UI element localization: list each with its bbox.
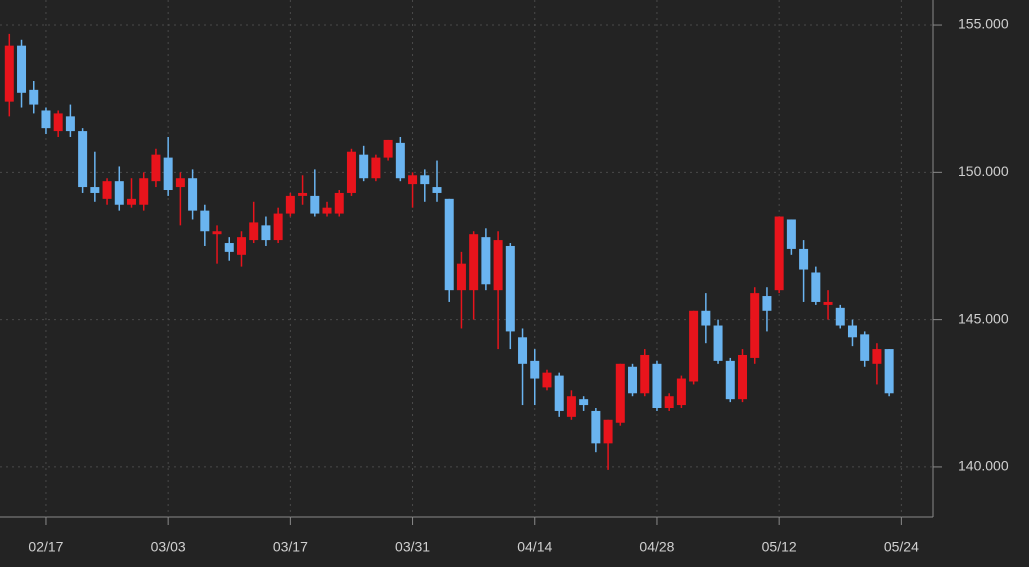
candle-body [65, 116, 75, 132]
x-tick-label: 03/31 [395, 539, 430, 555]
candle-body [432, 187, 442, 193]
candle-body [823, 301, 833, 305]
y-tick-label: 145.000 [958, 310, 1009, 326]
candle-body [750, 293, 760, 358]
candle-body [139, 178, 149, 205]
candle-body [78, 131, 88, 188]
candle-body [444, 198, 454, 291]
candle-body [322, 207, 332, 214]
candle-body [481, 237, 491, 285]
candle-body [224, 243, 234, 252]
candle-body [542, 372, 552, 388]
candle-body [603, 419, 613, 444]
x-tick-label: 04/14 [517, 539, 552, 555]
candle-body [346, 151, 356, 193]
candle-body [102, 181, 112, 199]
candle-body [273, 213, 283, 241]
y-tick-label: 140.000 [958, 458, 1009, 474]
candle-body [615, 363, 625, 423]
candle-body [175, 178, 185, 188]
candle-body [835, 307, 845, 326]
candle-body [383, 139, 393, 158]
candle-body [4, 45, 14, 102]
candle-body [579, 399, 589, 406]
x-tick-label: 03/03 [151, 539, 186, 555]
candle-body [285, 195, 295, 214]
x-tick-label: 02/17 [28, 539, 63, 555]
candle-body [762, 296, 772, 311]
candle-body [334, 192, 344, 214]
candle-body [29, 89, 39, 105]
candle-body [689, 310, 699, 382]
candle-body [811, 272, 821, 302]
candle-body [591, 410, 601, 444]
candle-body [518, 337, 528, 364]
candle-body [713, 325, 723, 361]
x-tick-label: 05/24 [884, 539, 919, 555]
candle-body [408, 175, 418, 185]
candle-body [469, 234, 479, 291]
y-tick-label: 155.000 [958, 16, 1009, 32]
candle-body [261, 225, 271, 241]
candle-body [652, 363, 662, 409]
candle-body [90, 187, 100, 193]
candle-body [17, 45, 27, 93]
candle-body [725, 360, 735, 400]
candle-body [505, 245, 515, 332]
candle-body [53, 113, 63, 132]
candle-body [872, 349, 882, 364]
candle-body [127, 198, 136, 205]
candle-body [640, 354, 650, 394]
candle-body [212, 231, 222, 235]
candle-body [359, 154, 369, 179]
candle-body [298, 192, 308, 196]
candle-body [701, 310, 711, 326]
candle-body [676, 378, 686, 406]
candle-body [151, 154, 161, 182]
x-tick-label: 03/17 [273, 539, 308, 555]
candle-body [200, 210, 210, 232]
candle-body [554, 375, 564, 411]
candle-body [799, 248, 809, 270]
candle-body [530, 360, 540, 379]
candle-body [493, 240, 503, 291]
candle-body [41, 110, 51, 129]
candle-body [847, 325, 857, 338]
candle-body [163, 157, 173, 191]
candle-body [884, 349, 894, 394]
y-tick-label: 150.000 [958, 163, 1009, 179]
candle-body [738, 354, 747, 400]
x-tick-label: 05/12 [762, 539, 797, 555]
candle-body [395, 142, 405, 179]
candle-body [310, 195, 320, 214]
candle-body [860, 334, 870, 361]
candle-body [786, 219, 796, 249]
candle-body [371, 157, 381, 179]
candle-body [664, 396, 674, 409]
candle-body [188, 178, 198, 211]
candle-body [456, 263, 466, 291]
candle-body [249, 222, 259, 241]
candle-body [236, 237, 246, 255]
candle-body [774, 216, 784, 291]
candle-body [114, 181, 124, 205]
x-tick-label: 04/28 [639, 539, 674, 555]
candle-body [420, 175, 430, 185]
candle-body [628, 366, 638, 394]
candle-body [566, 396, 576, 417]
